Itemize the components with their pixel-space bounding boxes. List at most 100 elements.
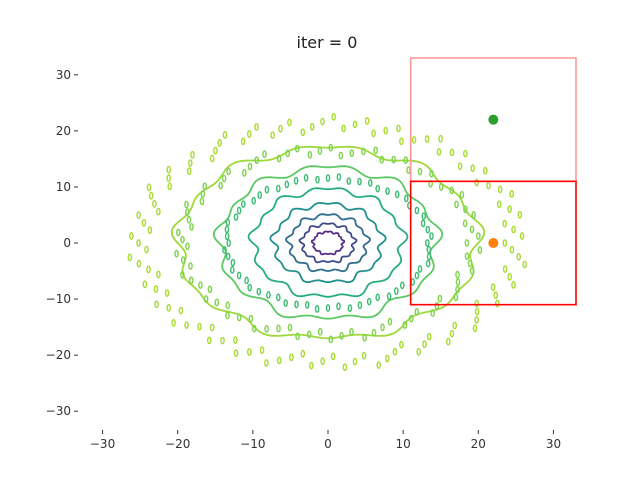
contour-fragment: [167, 182, 172, 191]
contour-fragment: [414, 307, 420, 316]
contour-fragment: [490, 283, 496, 292]
contour-fragment: [236, 206, 242, 215]
contour-fragment: [184, 200, 189, 209]
contour-fragment: [304, 300, 310, 309]
contour-fragment: [362, 333, 367, 342]
contour-fragment: [375, 184, 381, 193]
contour-fragment: [429, 169, 434, 178]
contour-fragment: [425, 225, 431, 234]
contour-fragment: [509, 189, 515, 198]
contour-fragment: [295, 332, 300, 341]
contour-fragment: [171, 318, 176, 327]
contour-fragment: [225, 218, 231, 227]
contour-fragment: [361, 351, 367, 360]
contour-fragment: [129, 231, 134, 240]
contour-fragment: [349, 149, 355, 158]
contour-fragment: [127, 253, 133, 262]
contour-fragment: [482, 166, 488, 175]
contour-fragment: [455, 285, 460, 294]
contour-fragment: [270, 131, 275, 140]
contour-fragment: [257, 191, 263, 199]
contour-fragment: [309, 361, 314, 370]
contour-fragment: [383, 126, 389, 135]
contour-fragment: [289, 353, 294, 362]
contour-fragment: [184, 321, 189, 329]
contour-fragment: [247, 162, 253, 171]
contour-fragment: [464, 239, 470, 247]
contour-fragment: [283, 299, 289, 307]
contour-fragment: [241, 168, 247, 177]
y-tick-label: −10: [46, 292, 71, 306]
contour-fragment: [213, 146, 218, 155]
contour-fragment: [459, 190, 465, 199]
contour-fragment: [152, 199, 157, 208]
contour-fragment: [287, 323, 293, 332]
contour-fragment: [403, 194, 409, 203]
x-tick-label: 10: [396, 437, 411, 451]
contour-fragment: [347, 304, 353, 313]
contour-fragment: [146, 265, 151, 274]
contour-fragment: [422, 340, 427, 349]
contour-fragment: [474, 299, 480, 308]
contour-fragment: [202, 182, 207, 191]
contour-fragment: [236, 313, 242, 322]
contour-fragment: [275, 293, 281, 302]
contour-fragment: [336, 302, 341, 311]
contour-fragment: [217, 138, 222, 147]
contour-fragment: [320, 357, 326, 366]
contour-fragment: [300, 128, 306, 137]
contour-fragment: [136, 211, 141, 220]
contour-fragment: [166, 165, 171, 174]
contour-fragment: [437, 294, 443, 303]
contour-fragment: [417, 167, 423, 176]
contour-fragment: [233, 213, 239, 222]
contour-fragment: [156, 207, 161, 216]
contour-fragment: [502, 265, 508, 273]
contour-fragment: [339, 331, 344, 340]
contour-fragment: [341, 124, 346, 133]
x-tick-label: 0: [324, 437, 332, 451]
contour-fragment: [385, 187, 390, 196]
contour-fragment: [394, 190, 400, 199]
contour-fragment: [416, 347, 422, 356]
contour-fragment: [396, 124, 401, 133]
contour-fragment: [336, 173, 342, 182]
contour-fragment: [264, 185, 270, 194]
contour-fragment: [469, 225, 475, 234]
contour-fragment: [203, 295, 209, 303]
contour-fragment: [425, 259, 431, 268]
contour-fragment: [320, 117, 325, 126]
contour-fragment: [449, 148, 455, 157]
contour-fragment: [472, 324, 478, 333]
y-tick-label: −30: [46, 404, 71, 418]
contour-fragment: [352, 120, 358, 129]
contour-fragment: [449, 186, 455, 195]
contour-fragment: [147, 226, 153, 235]
contour-fragment: [287, 118, 292, 127]
contour-fragment: [429, 232, 434, 241]
contour-fragment: [367, 178, 373, 187]
contour-fragment: [141, 218, 147, 227]
contour-fragment: [293, 176, 299, 185]
contour-fragment: [278, 124, 283, 133]
contour-fragment: [285, 149, 291, 158]
contour-fragment: [264, 359, 269, 367]
contour-fragment: [474, 178, 480, 187]
contour-fragment: [474, 307, 480, 316]
contour-fragment: [317, 147, 323, 155]
contour-fragment: [276, 154, 282, 163]
contour-fragment: [224, 225, 230, 234]
region-rectangle-1: [409, 180, 577, 306]
contour-fragment: [477, 246, 483, 255]
contour-fragment: [379, 155, 385, 164]
contour-fragment: [225, 252, 231, 261]
contour-fragment: [259, 346, 265, 355]
contour-fragment: [330, 352, 336, 361]
contour-fragment: [464, 252, 470, 261]
contour-fragment: [373, 146, 378, 155]
y-tick-label: 20: [56, 124, 71, 138]
contour-fragment: [146, 183, 152, 192]
contour-fragment: [462, 219, 468, 228]
contour-fragment: [406, 166, 411, 175]
